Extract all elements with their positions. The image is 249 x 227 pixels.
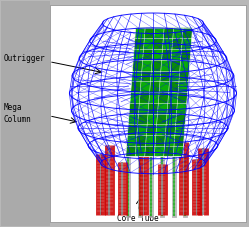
Polygon shape [182,28,192,39]
Polygon shape [172,39,182,49]
Polygon shape [146,124,157,135]
Polygon shape [167,103,177,114]
Polygon shape [137,124,147,135]
Polygon shape [133,49,143,60]
Polygon shape [165,124,176,135]
Polygon shape [176,114,186,124]
Polygon shape [131,81,141,92]
Polygon shape [131,71,142,81]
Text: Core Tube: Core Tube [117,214,159,223]
Polygon shape [138,114,148,124]
Polygon shape [127,124,138,135]
Polygon shape [138,103,149,114]
Polygon shape [163,28,174,39]
Polygon shape [158,92,169,103]
Polygon shape [180,60,190,71]
Polygon shape [165,135,175,146]
Polygon shape [161,60,171,71]
Polygon shape [154,28,164,39]
Polygon shape [177,92,188,103]
Bar [50,5,246,222]
Polygon shape [157,114,167,124]
Polygon shape [152,49,162,60]
Polygon shape [130,92,140,103]
Polygon shape [156,124,166,135]
Polygon shape [134,39,144,49]
Polygon shape [166,114,177,124]
Polygon shape [150,81,160,92]
Polygon shape [142,60,152,71]
Polygon shape [170,71,180,81]
Polygon shape [128,114,138,124]
Polygon shape [140,81,150,92]
Polygon shape [164,146,174,156]
Polygon shape [173,146,184,156]
Polygon shape [129,103,139,114]
Polygon shape [141,71,151,81]
Polygon shape [181,49,191,60]
Polygon shape [154,146,165,156]
Polygon shape [139,92,150,103]
Polygon shape [132,60,143,71]
Polygon shape [126,135,137,146]
Polygon shape [145,146,155,156]
Polygon shape [126,146,136,156]
Polygon shape [162,49,172,60]
Bar [1,1,50,226]
Polygon shape [143,49,153,60]
Polygon shape [174,135,184,146]
Polygon shape [171,49,182,60]
Polygon shape [173,28,183,39]
Polygon shape [159,81,170,92]
Polygon shape [149,92,159,103]
Polygon shape [179,71,189,81]
Polygon shape [135,28,145,39]
Polygon shape [168,92,178,103]
Polygon shape [136,135,146,146]
Polygon shape [143,39,154,49]
Polygon shape [177,103,187,114]
Polygon shape [148,103,158,114]
Polygon shape [153,39,163,49]
Polygon shape [162,39,173,49]
Polygon shape [135,146,146,156]
Polygon shape [155,135,165,146]
Polygon shape [144,28,155,39]
Polygon shape [150,71,161,81]
Polygon shape [126,28,192,156]
Polygon shape [147,114,158,124]
Polygon shape [178,81,188,92]
Text: Mega
Column: Mega Column [3,104,31,123]
Polygon shape [169,81,179,92]
Polygon shape [182,39,192,49]
Polygon shape [175,124,185,135]
Polygon shape [170,60,181,71]
Polygon shape [151,60,162,71]
Polygon shape [158,103,168,114]
Polygon shape [146,135,156,146]
Text: Outrigger: Outrigger [3,54,45,63]
Polygon shape [160,71,170,81]
